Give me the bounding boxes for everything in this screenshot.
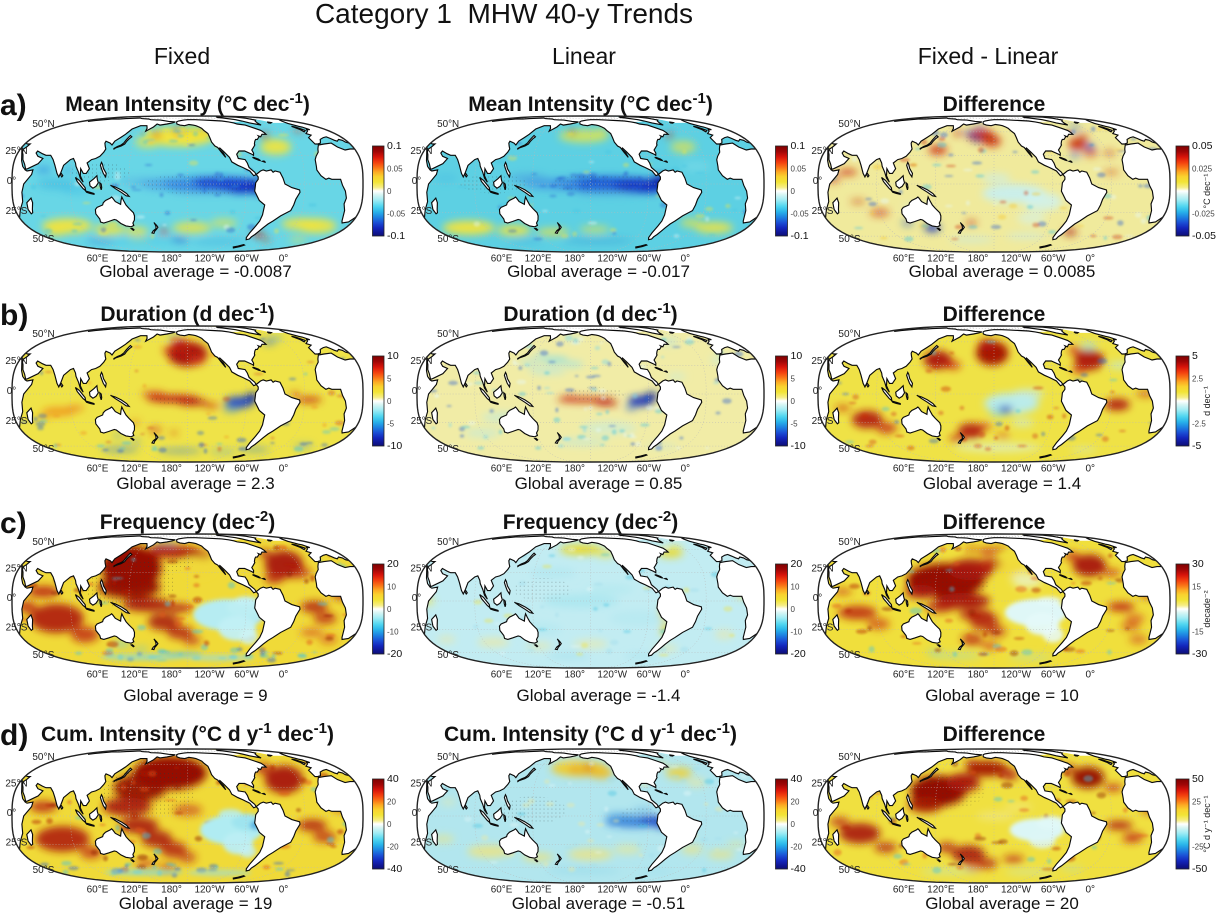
svg-text:-2.5: -2.5 (1192, 420, 1206, 429)
svg-text:Fixed: Fixed (154, 43, 210, 69)
svg-text:10: 10 (791, 350, 803, 362)
svg-text:Global average = 10: Global average = 10 (925, 686, 1079, 705)
svg-text:Cum. Intensity (°C d y-1 dec-1: Cum. Intensity (°C d y-1 dec-1) (444, 720, 737, 746)
svg-text:Frequency (dec-2): Frequency (dec-2) (100, 508, 276, 534)
svg-text:-10: -10 (791, 440, 806, 452)
svg-text:decade⁻²: decade⁻² (1202, 590, 1212, 627)
svg-text:-0.05: -0.05 (387, 210, 406, 219)
svg-text:Mean Intensity (°C dec-1): Mean Intensity (°C dec-1) (468, 90, 713, 116)
svg-text:-0.025: -0.025 (1192, 210, 1215, 219)
svg-text:-20: -20 (387, 648, 402, 660)
svg-text:20: 20 (791, 558, 803, 570)
svg-text:Global average = -0.017: Global average = -0.017 (507, 262, 690, 281)
svg-text:0: 0 (791, 605, 796, 614)
svg-text:d dec⁻¹: d dec⁻¹ (1202, 386, 1212, 416)
svg-text:0: 0 (791, 187, 796, 196)
svg-text:b): b) (0, 299, 28, 332)
svg-text:20: 20 (791, 798, 800, 807)
svg-text:°C d y⁻¹ dec⁻¹: °C d y⁻¹ dec⁻¹ (1202, 795, 1212, 852)
svg-text:40: 40 (791, 773, 803, 785)
svg-text:Frequency (dec-2): Frequency (dec-2) (503, 508, 679, 534)
svg-text:Fixed - Linear: Fixed - Linear (918, 43, 1059, 69)
svg-text:20: 20 (387, 558, 399, 570)
svg-text:5: 5 (791, 375, 796, 384)
svg-text:-5: -5 (791, 420, 799, 429)
svg-text:0.05: 0.05 (387, 165, 403, 174)
svg-text:Category 1 MHW 40-y Trends: Category 1 MHW 40-y Trends (315, 0, 693, 29)
svg-text:-15: -15 (1192, 628, 1204, 637)
svg-text:Difference: Difference (943, 511, 1046, 534)
svg-text:0.1: 0.1 (387, 140, 402, 152)
svg-text:-25: -25 (1192, 843, 1204, 852)
svg-text:a): a) (0, 89, 27, 122)
svg-text:0: 0 (387, 187, 392, 196)
svg-text:-0.1: -0.1 (387, 230, 405, 242)
svg-text:0: 0 (387, 605, 392, 614)
svg-text:°C dec⁻¹: °C dec⁻¹ (1202, 174, 1212, 209)
svg-text:-20: -20 (791, 648, 806, 660)
svg-text:Global average = 1.4: Global average = 1.4 (923, 474, 1081, 493)
svg-text:Global average = -0.0087: Global average = -0.0087 (99, 262, 291, 281)
svg-text:Global average = 20: Global average = 20 (925, 894, 1079, 913)
svg-text:10: 10 (387, 350, 399, 362)
svg-text:Global average = 0.0085: Global average = 0.0085 (909, 262, 1096, 281)
svg-text:2.5: 2.5 (1192, 375, 1204, 384)
svg-text:Difference: Difference (943, 723, 1046, 746)
svg-text:Global average = 9: Global average = 9 (123, 686, 267, 705)
svg-text:Global average = -1.4: Global average = -1.4 (517, 686, 681, 705)
svg-text:Duration (d dec-1): Duration (d dec-1) (503, 300, 677, 326)
svg-text:c): c) (0, 507, 27, 540)
svg-text:20: 20 (387, 798, 396, 807)
svg-text:Global average = 2.3: Global average = 2.3 (116, 474, 274, 493)
svg-text:0.025: 0.025 (1192, 165, 1213, 174)
svg-text:-10: -10 (387, 440, 402, 452)
svg-text:-5: -5 (1192, 440, 1201, 452)
svg-text:0.1: 0.1 (791, 140, 806, 152)
svg-text:10: 10 (387, 583, 396, 592)
svg-text:10: 10 (791, 583, 800, 592)
svg-text:0: 0 (791, 397, 796, 406)
svg-text:-50: -50 (1192, 863, 1207, 875)
svg-text:d): d) (0, 719, 28, 752)
svg-text:30: 30 (1192, 558, 1204, 570)
svg-text:-40: -40 (387, 863, 402, 875)
svg-text:Cum. Intensity (°C d y-1 dec-1: Cum. Intensity (°C d y-1 dec-1) (41, 720, 334, 746)
svg-text:-30: -30 (1192, 648, 1207, 660)
svg-text:5: 5 (387, 375, 392, 384)
svg-text:15: 15 (1192, 583, 1201, 592)
svg-text:Global average = 19: Global average = 19 (119, 894, 273, 913)
svg-text:Difference: Difference (943, 303, 1046, 326)
svg-text:0: 0 (791, 820, 796, 829)
svg-text:Difference: Difference (943, 93, 1046, 116)
svg-text:25: 25 (1192, 798, 1201, 807)
svg-text:40: 40 (387, 773, 399, 785)
svg-text:Duration (d dec-1): Duration (d dec-1) (100, 300, 274, 326)
svg-text:0: 0 (387, 820, 392, 829)
svg-text:-20: -20 (387, 843, 399, 852)
svg-text:-20: -20 (791, 843, 803, 852)
svg-text:-10: -10 (387, 628, 399, 637)
svg-text:-0.05: -0.05 (1192, 230, 1216, 242)
svg-text:Mean Intensity (°C dec-1): Mean Intensity (°C dec-1) (65, 90, 310, 116)
svg-text:-0.05: -0.05 (791, 210, 810, 219)
svg-text:0: 0 (387, 397, 392, 406)
svg-text:-0.1: -0.1 (791, 230, 809, 242)
svg-text:0.05: 0.05 (791, 165, 807, 174)
svg-text:-40: -40 (791, 863, 806, 875)
svg-text:5: 5 (1192, 350, 1198, 362)
svg-text:50: 50 (1192, 773, 1204, 785)
svg-text:-10: -10 (791, 628, 803, 637)
svg-text:Linear: Linear (552, 43, 616, 69)
svg-text:Global average = 0.85: Global average = 0.85 (515, 474, 683, 493)
svg-text:-5: -5 (387, 420, 395, 429)
svg-text:0.05: 0.05 (1192, 140, 1213, 152)
svg-text:Global average = -0.51: Global average = -0.51 (512, 894, 685, 913)
